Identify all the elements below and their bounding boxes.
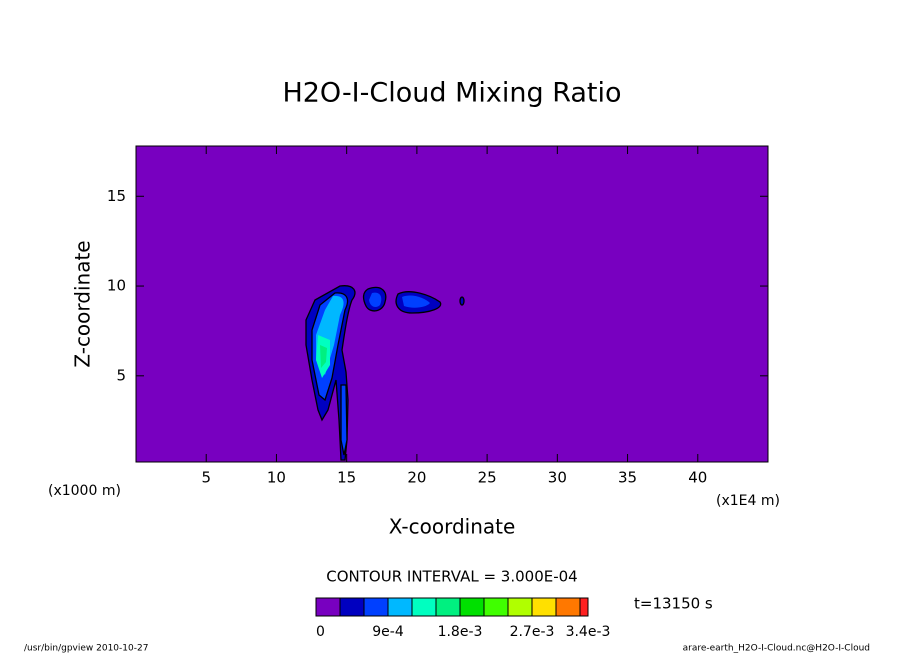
x-tick-label: 40 xyxy=(688,469,707,487)
y-tick-label: 10 xyxy=(107,277,126,295)
y-tick-label: 5 xyxy=(116,366,126,384)
y-axis-label: Z-coordinate xyxy=(71,240,95,367)
colorbar-label: 1.8e-3 xyxy=(438,624,483,640)
x-tick-label: 35 xyxy=(618,469,637,487)
colorbar-box xyxy=(507,597,533,617)
x-tick-label: 20 xyxy=(407,469,426,487)
y-unit: (x1000 m) xyxy=(48,483,121,499)
plot-area xyxy=(136,146,768,462)
colorbar-box xyxy=(531,597,557,617)
x-tick-label: 10 xyxy=(267,469,286,487)
time-label: t=13150 s xyxy=(634,595,713,613)
contour-fill xyxy=(340,384,348,456)
colorbar-box xyxy=(315,597,341,617)
contour-fill xyxy=(320,345,327,368)
y-tick-label: 15 xyxy=(107,187,126,205)
footer-left: /usr/bin/gpview 2010-10-27 xyxy=(24,644,148,654)
colorbar-box xyxy=(555,597,581,617)
background-level xyxy=(136,146,768,462)
colorbar-box xyxy=(411,597,437,617)
x-tick-label: 5 xyxy=(201,469,211,487)
contour-interval: CONTOUR INTERVAL = 3.000E-04 xyxy=(326,568,577,586)
colorbar: 0 9e-4 1.8e-3 2.7e-3 3.4e-3 xyxy=(315,597,611,640)
contours xyxy=(305,285,465,461)
colorbar-box xyxy=(363,597,389,617)
x-axis-label: X-coordinate xyxy=(389,515,516,539)
colorbar-label: 2.7e-3 xyxy=(510,624,555,640)
colorbar-label: 0 xyxy=(316,624,325,640)
chart-title: H2O-I-Cloud Mixing Ratio xyxy=(282,78,621,109)
axes: 5 10 15 20 25 30 35 40 5 10 15 xyxy=(107,145,769,487)
contour-fill xyxy=(402,295,430,308)
plot-frame xyxy=(135,145,769,463)
colorbar-label: 3.4e-3 xyxy=(566,624,611,640)
colorbar-label: 9e-4 xyxy=(372,624,404,640)
x-tick-label: 30 xyxy=(548,469,567,487)
contour-fill xyxy=(459,296,465,306)
colorbar-box xyxy=(435,597,461,617)
x-tick-label: 25 xyxy=(478,469,497,487)
colorbar-box xyxy=(339,597,365,617)
contour-fill xyxy=(369,292,382,308)
footer-right: arare-earth_H2O-I-Cloud.nc@H2O-I-Cloud xyxy=(683,644,870,654)
colorbar-box xyxy=(459,597,485,617)
colorbar-box xyxy=(387,597,413,617)
x-unit: (x1E4 m) xyxy=(716,493,780,509)
x-tick-label: 15 xyxy=(337,469,356,487)
colorbar-box xyxy=(579,597,589,617)
colorbar-box xyxy=(483,597,509,617)
